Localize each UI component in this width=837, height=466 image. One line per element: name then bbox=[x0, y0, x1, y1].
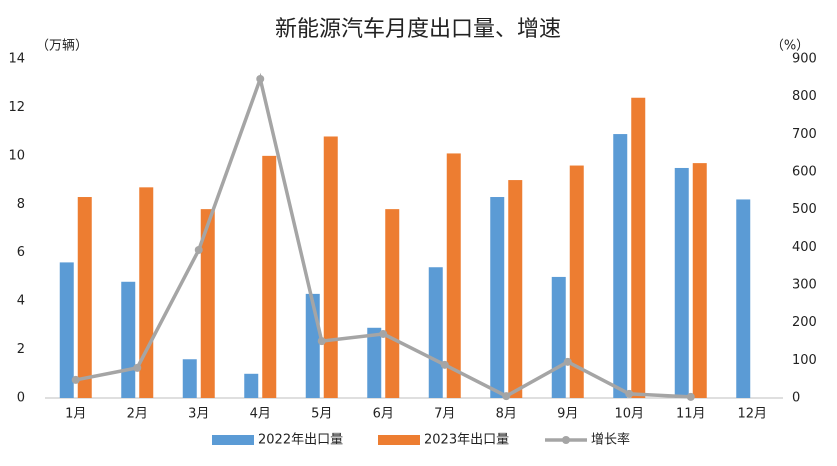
line bbox=[75, 72, 691, 399]
y2-tick-label: 200 bbox=[792, 315, 817, 330]
line-point bbox=[133, 363, 142, 372]
bar bbox=[262, 155, 277, 398]
bar bbox=[613, 134, 628, 399]
x-tick-label: 4月 bbox=[250, 407, 271, 422]
y-tick-label: 10 bbox=[8, 148, 25, 163]
x-tick-label: 8月 bbox=[496, 407, 517, 422]
bar bbox=[385, 209, 400, 398]
y-tick-label: 2 bbox=[17, 342, 25, 357]
y2-tick-label: 400 bbox=[792, 240, 817, 255]
legend-label: 2023年出口量 bbox=[424, 433, 509, 448]
x-tick-label: 11月 bbox=[676, 407, 706, 422]
bar bbox=[446, 153, 461, 398]
legend-label: 2022年出口量 bbox=[258, 433, 343, 448]
x-tick-label: 6月 bbox=[373, 407, 394, 422]
bar bbox=[77, 197, 92, 398]
bar bbox=[367, 327, 382, 398]
line-point bbox=[194, 245, 203, 254]
bar bbox=[692, 163, 707, 398]
bar bbox=[569, 165, 584, 398]
legend-swatch bbox=[212, 435, 254, 445]
line-point bbox=[317, 337, 326, 346]
y2-tick-label: 100 bbox=[792, 353, 817, 368]
y-tick-label: 4 bbox=[17, 294, 25, 309]
bar bbox=[631, 97, 646, 398]
line-point bbox=[625, 389, 634, 398]
legend-label: 增长率 bbox=[591, 432, 630, 448]
y-tick-label: 0 bbox=[17, 391, 25, 406]
bar bbox=[490, 197, 505, 398]
y-axis-label: （万辆） bbox=[36, 39, 88, 54]
x-tick-label: 1月 bbox=[65, 407, 86, 422]
chart-title: 新能源汽车月度出口量、增速 bbox=[275, 17, 561, 42]
bar bbox=[674, 167, 689, 398]
bar bbox=[428, 267, 443, 398]
line-point bbox=[502, 392, 511, 401]
y2-tick-label: 0 bbox=[792, 391, 800, 406]
x-tick-label: 12月 bbox=[737, 407, 767, 422]
line-point bbox=[563, 357, 572, 366]
bar bbox=[139, 187, 154, 398]
bar bbox=[121, 281, 136, 398]
x-tick-label: 10月 bbox=[614, 407, 644, 422]
x-tick-label: 9月 bbox=[557, 407, 578, 422]
bar bbox=[244, 373, 259, 398]
y2-tick-label: 500 bbox=[792, 202, 817, 217]
bar bbox=[59, 262, 74, 398]
x-tick-label: 2月 bbox=[127, 407, 148, 422]
line-point bbox=[71, 375, 80, 384]
y2-tick-label: 800 bbox=[792, 89, 817, 104]
bar bbox=[508, 180, 523, 398]
y2-tick-label: 700 bbox=[792, 127, 817, 142]
bar bbox=[323, 136, 338, 398]
y2-tick-label: 300 bbox=[792, 278, 817, 293]
y-tick-label: 14 bbox=[8, 52, 25, 67]
legend-swatch bbox=[562, 436, 570, 444]
y2-tick-label: 600 bbox=[792, 165, 817, 180]
y2-axis-label: （%） bbox=[771, 39, 809, 54]
line-point bbox=[256, 74, 265, 83]
x-tick-label: 3月 bbox=[188, 407, 209, 422]
line-point bbox=[379, 329, 388, 338]
bar bbox=[736, 199, 751, 398]
x-tick-label: 5月 bbox=[311, 407, 332, 422]
line-point bbox=[440, 360, 449, 369]
legend-swatch bbox=[378, 435, 420, 445]
line-point bbox=[686, 392, 695, 401]
bar bbox=[551, 276, 566, 398]
bar bbox=[182, 359, 197, 398]
x-tick-label: 7月 bbox=[434, 407, 455, 422]
y2-tick-label: 900 bbox=[792, 52, 817, 67]
y-tick-label: 12 bbox=[8, 100, 25, 115]
y-tick-label: 6 bbox=[17, 245, 25, 260]
bar bbox=[200, 209, 215, 398]
y-tick-label: 8 bbox=[17, 197, 25, 212]
